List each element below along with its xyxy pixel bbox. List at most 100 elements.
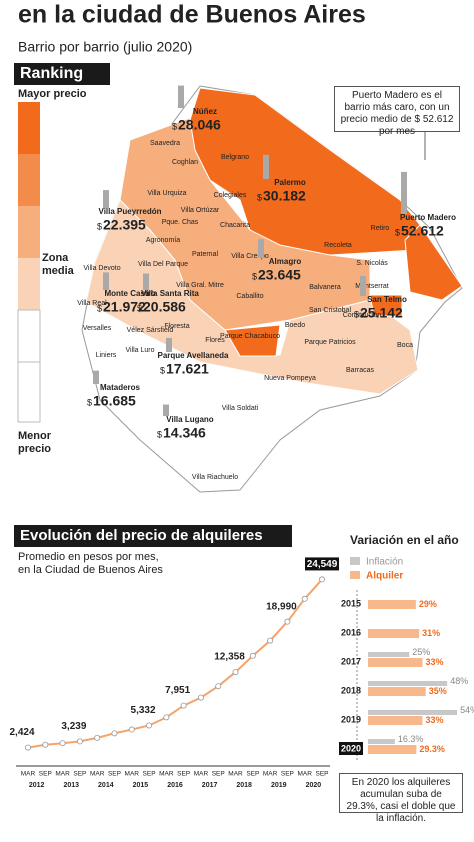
barrio-name: Villa Ortúzar — [181, 207, 220, 214]
barrio-name: Núñez — [193, 107, 217, 116]
barrio-name: Nueva Pompeya — [264, 375, 316, 382]
currency: $ — [252, 271, 257, 281]
year-label: 2020 — [306, 782, 322, 789]
y-tick-label: 2015 — [341, 598, 361, 608]
value-label: 18,990 — [266, 601, 297, 612]
barrio-price: 25.142 — [360, 305, 403, 321]
price-point — [232, 669, 239, 676]
price-point — [146, 722, 153, 729]
value-label: 48% — [450, 676, 468, 686]
x-tick-label: MAR — [125, 771, 140, 778]
barrio-name: Villa Urquiza — [147, 190, 186, 197]
price-marker — [93, 370, 99, 384]
x-tick-label: SEP — [39, 771, 52, 778]
barrio-name: Villa Lugano — [166, 415, 214, 424]
price-marker — [163, 404, 169, 416]
barrio-name: Saavedra — [150, 140, 180, 147]
price-point — [267, 637, 274, 644]
barrio-name: Villa Crespo — [231, 253, 269, 260]
barrio-price: 16.685 — [93, 393, 136, 409]
price-marker — [103, 272, 109, 290]
value-label: 54% — [460, 705, 474, 715]
x-tick-label: MAR — [297, 771, 312, 778]
price-point — [111, 730, 118, 737]
bar — [368, 652, 410, 657]
value-label: 35% — [429, 686, 447, 696]
barrio-name: Villa Del Parque — [138, 261, 188, 268]
barrio-name: Puerto Madero — [400, 213, 456, 222]
ranking-banner — [14, 63, 110, 85]
barrio-price: 22.395 — [103, 217, 146, 233]
price-point — [128, 726, 135, 733]
x-tick-label: MAR — [90, 771, 105, 778]
x-tick-label: MAR — [194, 771, 209, 778]
barrio-name: Constitución — [343, 312, 382, 319]
legend-label: Inflación — [366, 557, 403, 568]
barrio-name: Pque. Chas — [162, 219, 199, 226]
barrio-name: Floresta — [164, 323, 189, 330]
value-label: 29% — [419, 599, 437, 609]
x-tick-label: SEP — [73, 771, 86, 778]
barrio-name: San Telmo — [367, 295, 407, 304]
chart-subtitle: Promedio en pesos por mes, — [18, 551, 159, 563]
scale-low: precio — [18, 443, 51, 455]
barrio-name: Liniers — [96, 352, 117, 359]
value-label: 12,358 — [214, 652, 245, 663]
barrio-name: Barracas — [346, 367, 375, 374]
barrio-name: Recoleta — [324, 242, 352, 249]
price-point — [318, 576, 325, 583]
currency: $ — [157, 429, 162, 439]
bar — [368, 658, 423, 667]
legend-label: Alquiler — [366, 571, 403, 582]
price-point — [163, 714, 170, 721]
legend-swatch — [350, 571, 360, 579]
note: En 2020 los alquileres acumulan suba de … — [339, 773, 463, 824]
barrio-name: Flores — [205, 337, 225, 344]
barrio-name: Monte Castro — [104, 289, 155, 298]
price-marker — [401, 171, 407, 214]
barrio-name: Almagro — [269, 257, 302, 266]
barrio-name: Agronomía — [146, 237, 180, 244]
value-label: 29.3% — [419, 744, 445, 754]
barrio-name: Belgrano — [221, 154, 249, 161]
barrio-name: Parque Chacabuco — [220, 333, 280, 340]
barrio-name: Parque Patricios — [304, 339, 356, 346]
barrio-name: Mataderos — [100, 383, 141, 392]
value-label: 24,549 — [307, 559, 338, 570]
bar — [368, 745, 417, 754]
value-label: 33% — [425, 657, 443, 667]
barrio-name: Villa Devoto — [83, 265, 120, 272]
barrio-name: Paternal — [192, 251, 219, 258]
price-point — [301, 595, 308, 602]
scale — [17, 102, 41, 423]
map — [81, 85, 463, 493]
price-point — [94, 734, 101, 741]
price-marker — [263, 154, 269, 179]
currency: $ — [395, 227, 400, 237]
price-marker — [103, 190, 109, 208]
barrio-name: Villa Gral. Mitre — [176, 282, 224, 289]
barrio-price: 14.346 — [163, 425, 206, 441]
x-tick-label: MAR — [263, 771, 278, 778]
barrio-name: S. Nicolás — [356, 260, 388, 267]
barrio-price: 17.621 — [166, 361, 209, 377]
barrio-name: Coghlan — [172, 159, 198, 166]
barrio-name: Retiro — [371, 225, 390, 232]
bar — [368, 687, 426, 696]
currency: $ — [354, 309, 359, 319]
barrio-name: Caballito — [236, 293, 263, 300]
scale-mid: Zona — [42, 252, 69, 264]
scale-high: Mayor precio — [18, 88, 87, 100]
label-box — [305, 557, 339, 571]
barrio-name: Boedo — [285, 322, 305, 329]
price-point — [215, 683, 222, 690]
year-label: 2016 — [167, 782, 183, 789]
year-label: 2013 — [63, 782, 79, 789]
x-tick-label: MAR — [55, 771, 70, 778]
value-label: 5,332 — [131, 705, 156, 716]
barrio-name: Villa Real — [77, 300, 107, 307]
barrio-name: Villa Riachuelo — [192, 474, 238, 481]
value-label: 31% — [422, 628, 440, 638]
barrio-price: 21.972 — [103, 299, 146, 315]
barrio-price: 23.645 — [258, 267, 301, 283]
